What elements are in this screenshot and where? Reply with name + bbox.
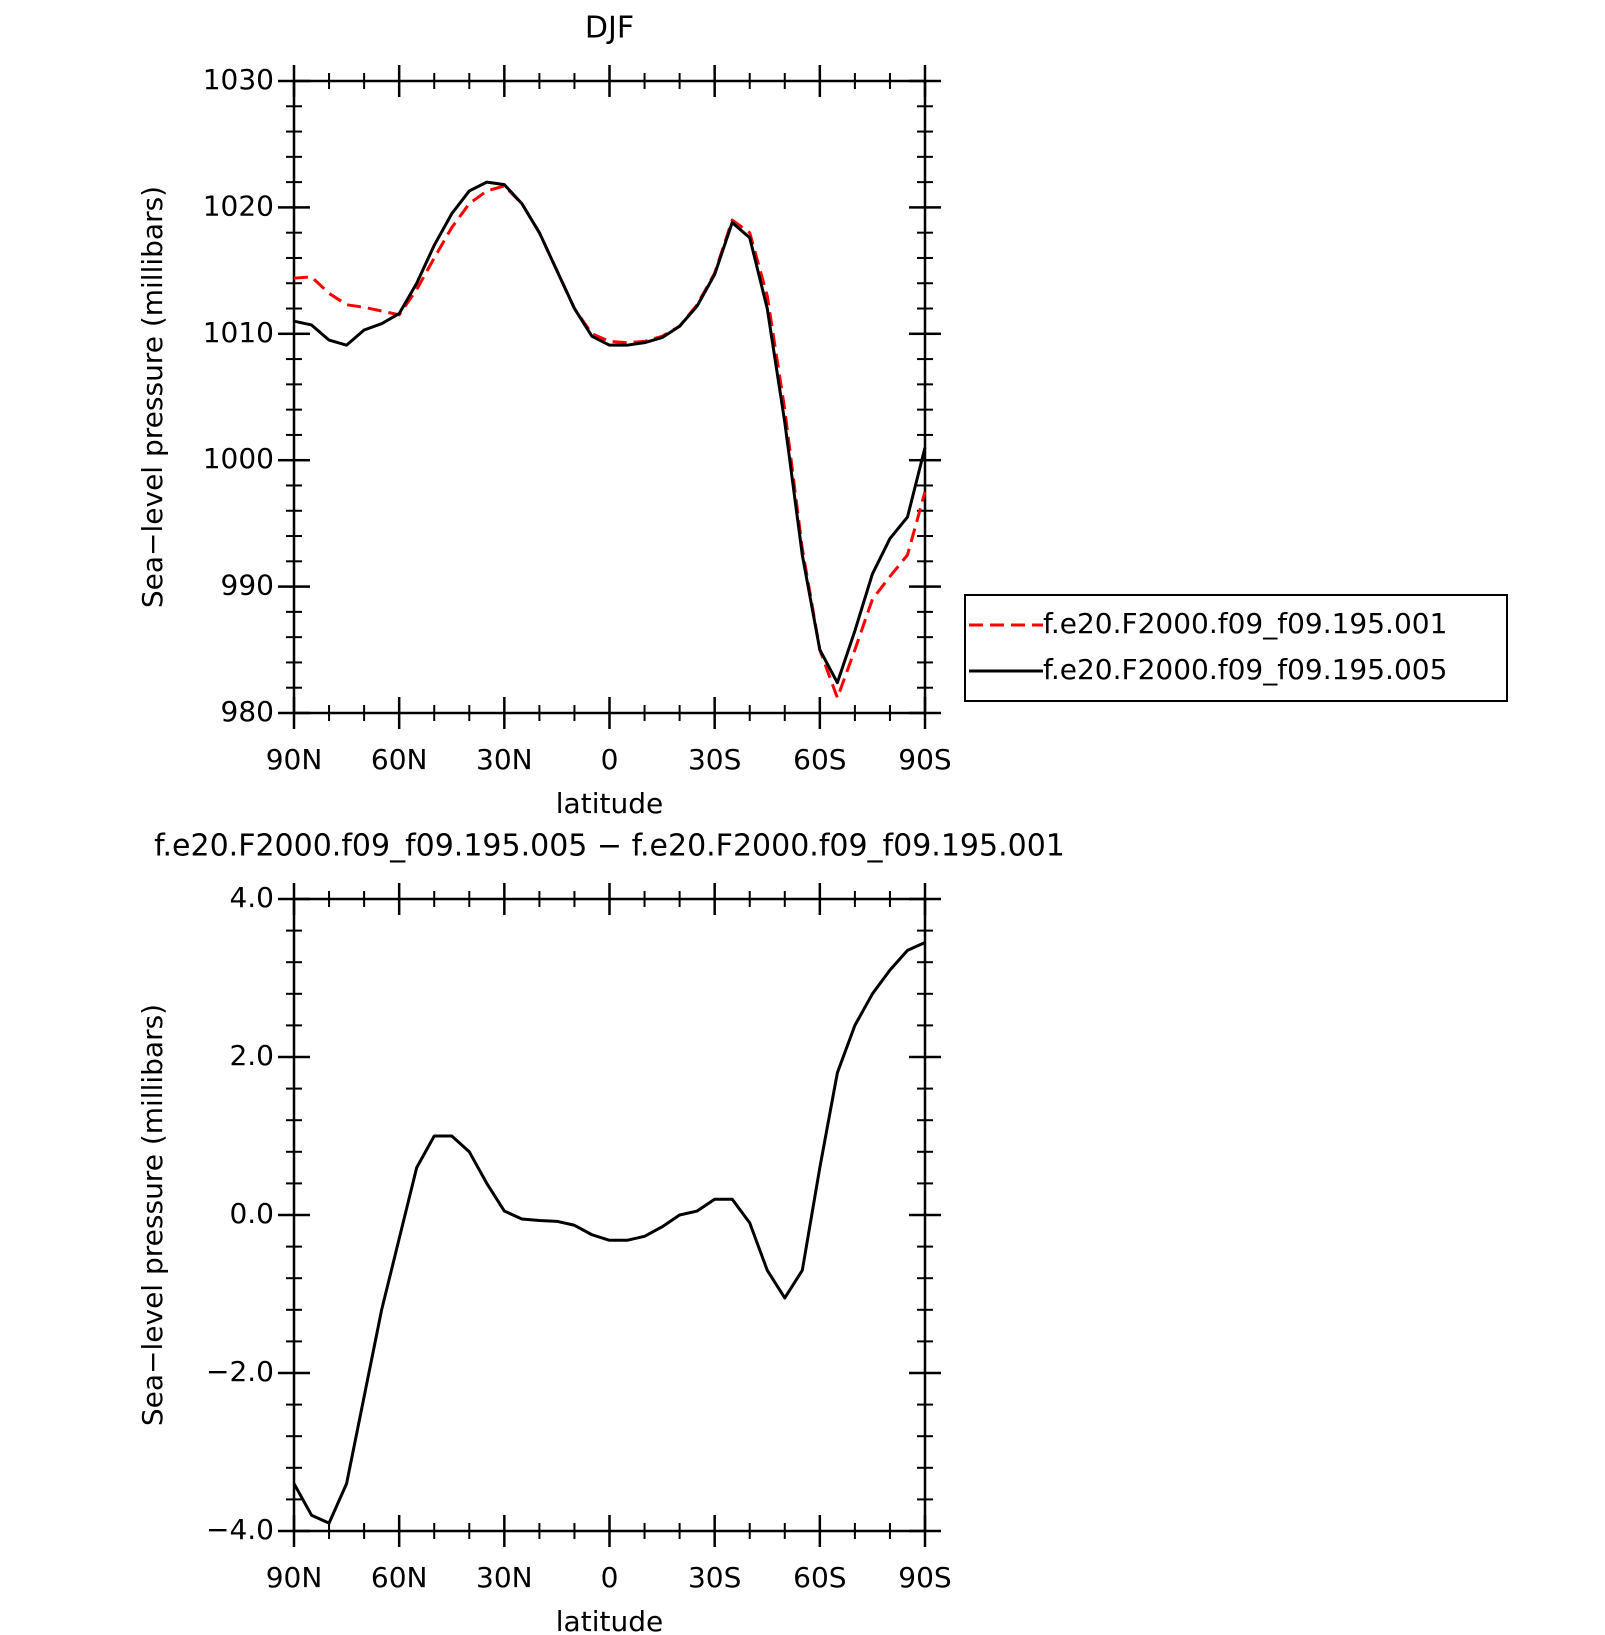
data-line bbox=[293, 184, 927, 700]
x-tick-label: 90S bbox=[898, 1561, 951, 1594]
data-line bbox=[293, 180, 927, 685]
x-tick-label: 60N bbox=[371, 743, 428, 776]
legend-box bbox=[964, 594, 1508, 702]
y-tick-label: 980 bbox=[221, 695, 274, 728]
y-tick-label: 2.0 bbox=[229, 1039, 274, 1072]
chart-title: DJF bbox=[585, 11, 634, 46]
x-tick-label: 90N bbox=[266, 743, 323, 776]
y-tick-label: 990 bbox=[221, 569, 274, 602]
y-tick-label: 1020 bbox=[203, 189, 274, 222]
x-axis-label: latitude bbox=[556, 1605, 663, 1635]
x-tick-label: 30S bbox=[688, 1561, 741, 1594]
y-tick-label: 1030 bbox=[203, 63, 274, 96]
y-tick-label: 0.0 bbox=[229, 1197, 274, 1230]
plot-frame bbox=[292, 79, 927, 715]
y-axis-label: Sea−level pressure (millibars) bbox=[136, 1004, 169, 1426]
x-tick-label: 30S bbox=[688, 743, 741, 776]
y-tick-label: −2.0 bbox=[206, 1355, 274, 1388]
x-axis-label: latitude bbox=[556, 787, 663, 820]
legend-label: f.e20.F2000.f09_f09.195.001 bbox=[1043, 607, 1447, 640]
x-tick-label: 60S bbox=[793, 1561, 846, 1594]
y-tick-label: 4.0 bbox=[229, 881, 274, 914]
plot-frame bbox=[292, 897, 927, 1533]
x-tick-label: 60N bbox=[371, 1561, 428, 1594]
y-axis-label: Sea−level pressure (millibars) bbox=[136, 186, 169, 608]
x-tick-label: 90S bbox=[898, 743, 951, 776]
y-tick-label: −4.0 bbox=[206, 1513, 274, 1546]
x-tick-label: 0 bbox=[601, 743, 619, 776]
x-tick-label: 30N bbox=[476, 743, 533, 776]
x-tick-label: 90N bbox=[266, 1561, 323, 1594]
y-tick-label: 1000 bbox=[203, 442, 274, 475]
x-tick-label: 0 bbox=[601, 1561, 619, 1594]
data-line bbox=[292, 941, 926, 1525]
legend-label: f.e20.F2000.f09_f09.195.005 bbox=[1043, 653, 1447, 686]
chart-title: f.e20.F2000.f09_f09.195.005 − f.e20.F200… bbox=[154, 829, 1065, 864]
y-tick-label: 1010 bbox=[203, 316, 274, 349]
x-tick-label: 60S bbox=[793, 743, 846, 776]
x-tick-label: 30N bbox=[476, 1561, 533, 1594]
